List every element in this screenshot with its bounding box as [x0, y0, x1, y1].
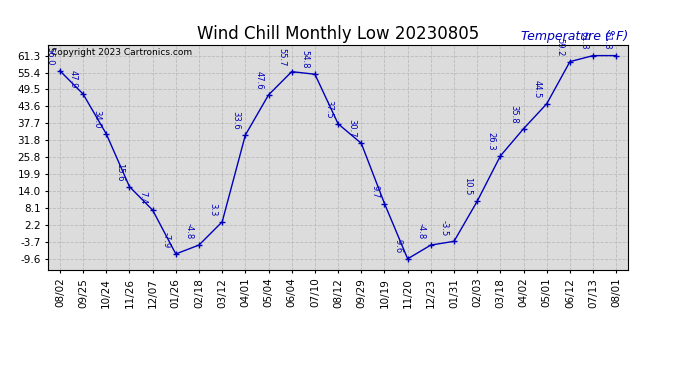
Text: -9.6: -9.6 [393, 237, 402, 253]
Text: 30.7: 30.7 [347, 119, 356, 138]
Text: 26.3: 26.3 [486, 132, 495, 150]
Text: Temperature (°F): Temperature (°F) [521, 30, 628, 43]
Text: 9.7: 9.7 [371, 185, 380, 198]
Text: -3.5: -3.5 [440, 219, 449, 236]
Text: Copyright 2023 Cartronics.com: Copyright 2023 Cartronics.com [51, 48, 193, 57]
Text: -4.8: -4.8 [185, 223, 194, 240]
Text: 47.6: 47.6 [255, 71, 264, 89]
Text: 47.9: 47.9 [69, 70, 78, 88]
Text: 3.3: 3.3 [208, 203, 217, 216]
Text: 44.5: 44.5 [533, 80, 542, 98]
Text: 54.8: 54.8 [301, 50, 310, 69]
Text: 15.6: 15.6 [115, 162, 124, 181]
Text: 61.3: 61.3 [579, 32, 588, 50]
Text: 34.0: 34.0 [92, 110, 101, 128]
Text: 56.0: 56.0 [46, 47, 55, 65]
Text: 37.5: 37.5 [324, 100, 333, 118]
Text: 61.3: 61.3 [602, 32, 611, 50]
Text: 35.8: 35.8 [509, 105, 518, 123]
Title: Wind Chill Monthly Low 20230805: Wind Chill Monthly Low 20230805 [197, 26, 480, 44]
Text: 59.2: 59.2 [555, 38, 564, 56]
Text: 7.4: 7.4 [139, 191, 148, 204]
Text: 33.6: 33.6 [231, 111, 240, 129]
Text: -4.8: -4.8 [417, 223, 426, 240]
Text: 10.5: 10.5 [463, 177, 472, 196]
Text: 55.7: 55.7 [277, 48, 286, 66]
Text: -7.9: -7.9 [161, 232, 170, 248]
